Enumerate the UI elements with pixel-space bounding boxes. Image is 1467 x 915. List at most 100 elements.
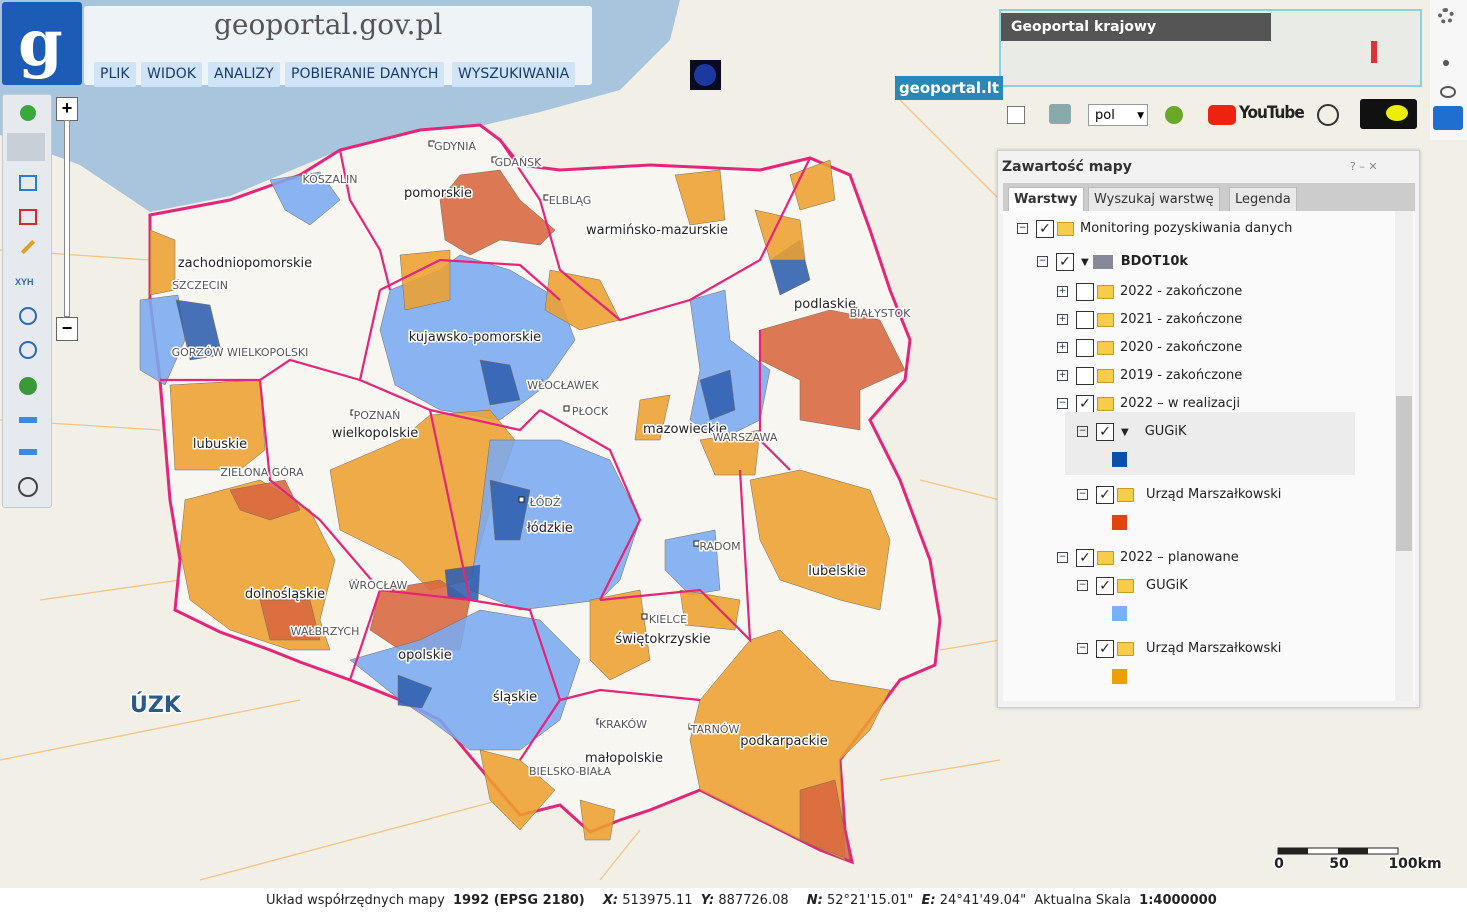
checkbox[interactable]: ✓ (1036, 219, 1054, 238)
coverage-area (674, 169, 726, 226)
zoom-in[interactable]: + (56, 97, 78, 121)
accessibility-button[interactable] (1317, 104, 1339, 126)
checkbox[interactable]: ✓ (1096, 485, 1114, 504)
expander[interactable]: − (1057, 552, 1068, 563)
draw-tool[interactable] (20, 239, 36, 255)
checkbox[interactable]: ✓ (1096, 639, 1114, 658)
expander[interactable]: − (1077, 643, 1088, 654)
city-marker (298, 625, 305, 632)
city-marker (235, 466, 242, 473)
site-name: geoportal.gov.pl (214, 8, 443, 41)
tab[interactable]: Wyszukaj warstwę (1088, 187, 1220, 212)
region-label: małopolskie (585, 751, 663, 766)
city-label: SZCZECIN (172, 279, 228, 292)
expander[interactable]: + (1057, 342, 1068, 353)
checkbox[interactable]: ✓ (1096, 422, 1114, 441)
checkbox[interactable] (1076, 282, 1094, 301)
layer-name: 2020 - zakończone (1120, 340, 1243, 355)
n-value: 52°21'15.01" (827, 893, 914, 908)
contrast-button[interactable] (1360, 99, 1417, 129)
checkbox[interactable]: ✓ (1056, 252, 1074, 271)
menu-item[interactable]: WIDOK (141, 62, 202, 87)
zoom-tool[interactable] (19, 307, 37, 325)
wms-button[interactable] (1049, 104, 1071, 124)
menu-item[interactable]: POBIERANIE DANYCH (285, 62, 445, 87)
side-button[interactable] (1443, 60, 1449, 66)
coverage-area (479, 749, 556, 831)
back-tool[interactable] (19, 417, 37, 423)
region-label: łódzkie (527, 521, 573, 536)
help-button[interactable] (1165, 106, 1183, 124)
scrollbar[interactable] (1395, 211, 1413, 701)
panel-controls[interactable]: ? – ✕ (1350, 160, 1378, 173)
menu-item[interactable]: PLIK (94, 62, 136, 87)
region-label: wielkopolskie (332, 426, 419, 441)
checkbox[interactable]: ✓ (1076, 548, 1094, 567)
coverage-area (679, 589, 741, 631)
expander[interactable]: + (1057, 370, 1068, 381)
city-marker (596, 718, 603, 725)
youtube-link[interactable]: YouTube (1239, 103, 1305, 123)
info-tool[interactable] (20, 105, 36, 121)
city-marker (536, 379, 543, 386)
overview-map[interactable]: Geoportal krajowy (999, 9, 1422, 87)
xyh-tool[interactable]: XYH (15, 277, 34, 287)
city-label: WARSZAWA (713, 431, 778, 444)
folder-icon (1117, 578, 1134, 593)
side-icons (1430, 0, 1467, 140)
zoom-slider[interactable] (64, 120, 70, 317)
checkbox[interactable]: ✓ (1076, 394, 1094, 413)
city-label: WŁOCŁAWEK (527, 379, 599, 392)
tab[interactable]: Legenda (1229, 187, 1297, 212)
settings-button[interactable] (1438, 8, 1454, 24)
menu-item[interactable]: ANALIZY (208, 62, 280, 87)
e-label: E: (921, 893, 936, 908)
folder-icon (1097, 396, 1114, 411)
folder-icon (1097, 284, 1114, 299)
layer-name: Urząd Marszałkowski (1146, 641, 1282, 656)
menu-item[interactable]: WYSZUKIWANIA (452, 62, 576, 87)
coverage-area (444, 564, 481, 601)
checkbox[interactable] (1076, 366, 1094, 385)
extent-tool[interactable] (19, 377, 37, 395)
expander[interactable]: + (1057, 286, 1068, 297)
select-tool[interactable] (19, 209, 37, 225)
tree-row: − ✓ Urząd Marszałkowski (1077, 638, 1281, 660)
logo[interactable]: g (2, 2, 82, 85)
coverage-area (544, 269, 621, 331)
select-tool[interactable] (19, 175, 37, 191)
expander[interactable]: − (1077, 426, 1088, 437)
city-marker (693, 540, 700, 547)
partner-link[interactable]: geoportal.lt (895, 76, 1003, 100)
tree-row: − ✓ 2022 – w realizacji (1057, 393, 1240, 415)
expander[interactable]: − (1057, 398, 1068, 409)
clear-tool[interactable] (18, 477, 38, 497)
expander[interactable]: − (1077, 580, 1088, 591)
zoom-tool[interactable] (19, 341, 37, 359)
x-value: 513975.11 (622, 893, 693, 908)
forward-tool[interactable] (19, 449, 37, 455)
city-label: ZIELONA GÓRA (220, 466, 304, 479)
expander[interactable]: − (1077, 489, 1088, 500)
pan-tool[interactable] (7, 133, 45, 161)
side-button[interactable] (1440, 86, 1456, 98)
city-label: TARNÓW (690, 723, 740, 736)
coverage-area (759, 309, 906, 431)
scale-label: 100km (1388, 856, 1441, 872)
expander[interactable]: − (1037, 256, 1048, 267)
checkbox[interactable]: ✓ (1096, 576, 1114, 595)
checkbox[interactable] (1076, 310, 1094, 329)
language-select[interactable]: pol ▼ (1088, 104, 1148, 126)
expander[interactable]: − (1017, 223, 1028, 234)
zoom-out[interactable]: − (56, 317, 78, 341)
tab[interactable]: Warstwy (1008, 187, 1084, 212)
expander[interactable]: + (1057, 314, 1068, 325)
checkbox[interactable] (1076, 338, 1094, 357)
coverage-areas (139, 159, 906, 861)
city-marker (303, 173, 310, 180)
y-value: 887726.08 (718, 893, 789, 908)
uzk-watermark: ÚZK (130, 692, 182, 718)
coverage-area (469, 439, 641, 611)
view-button[interactable] (1433, 106, 1463, 130)
print-button[interactable] (1007, 106, 1025, 124)
